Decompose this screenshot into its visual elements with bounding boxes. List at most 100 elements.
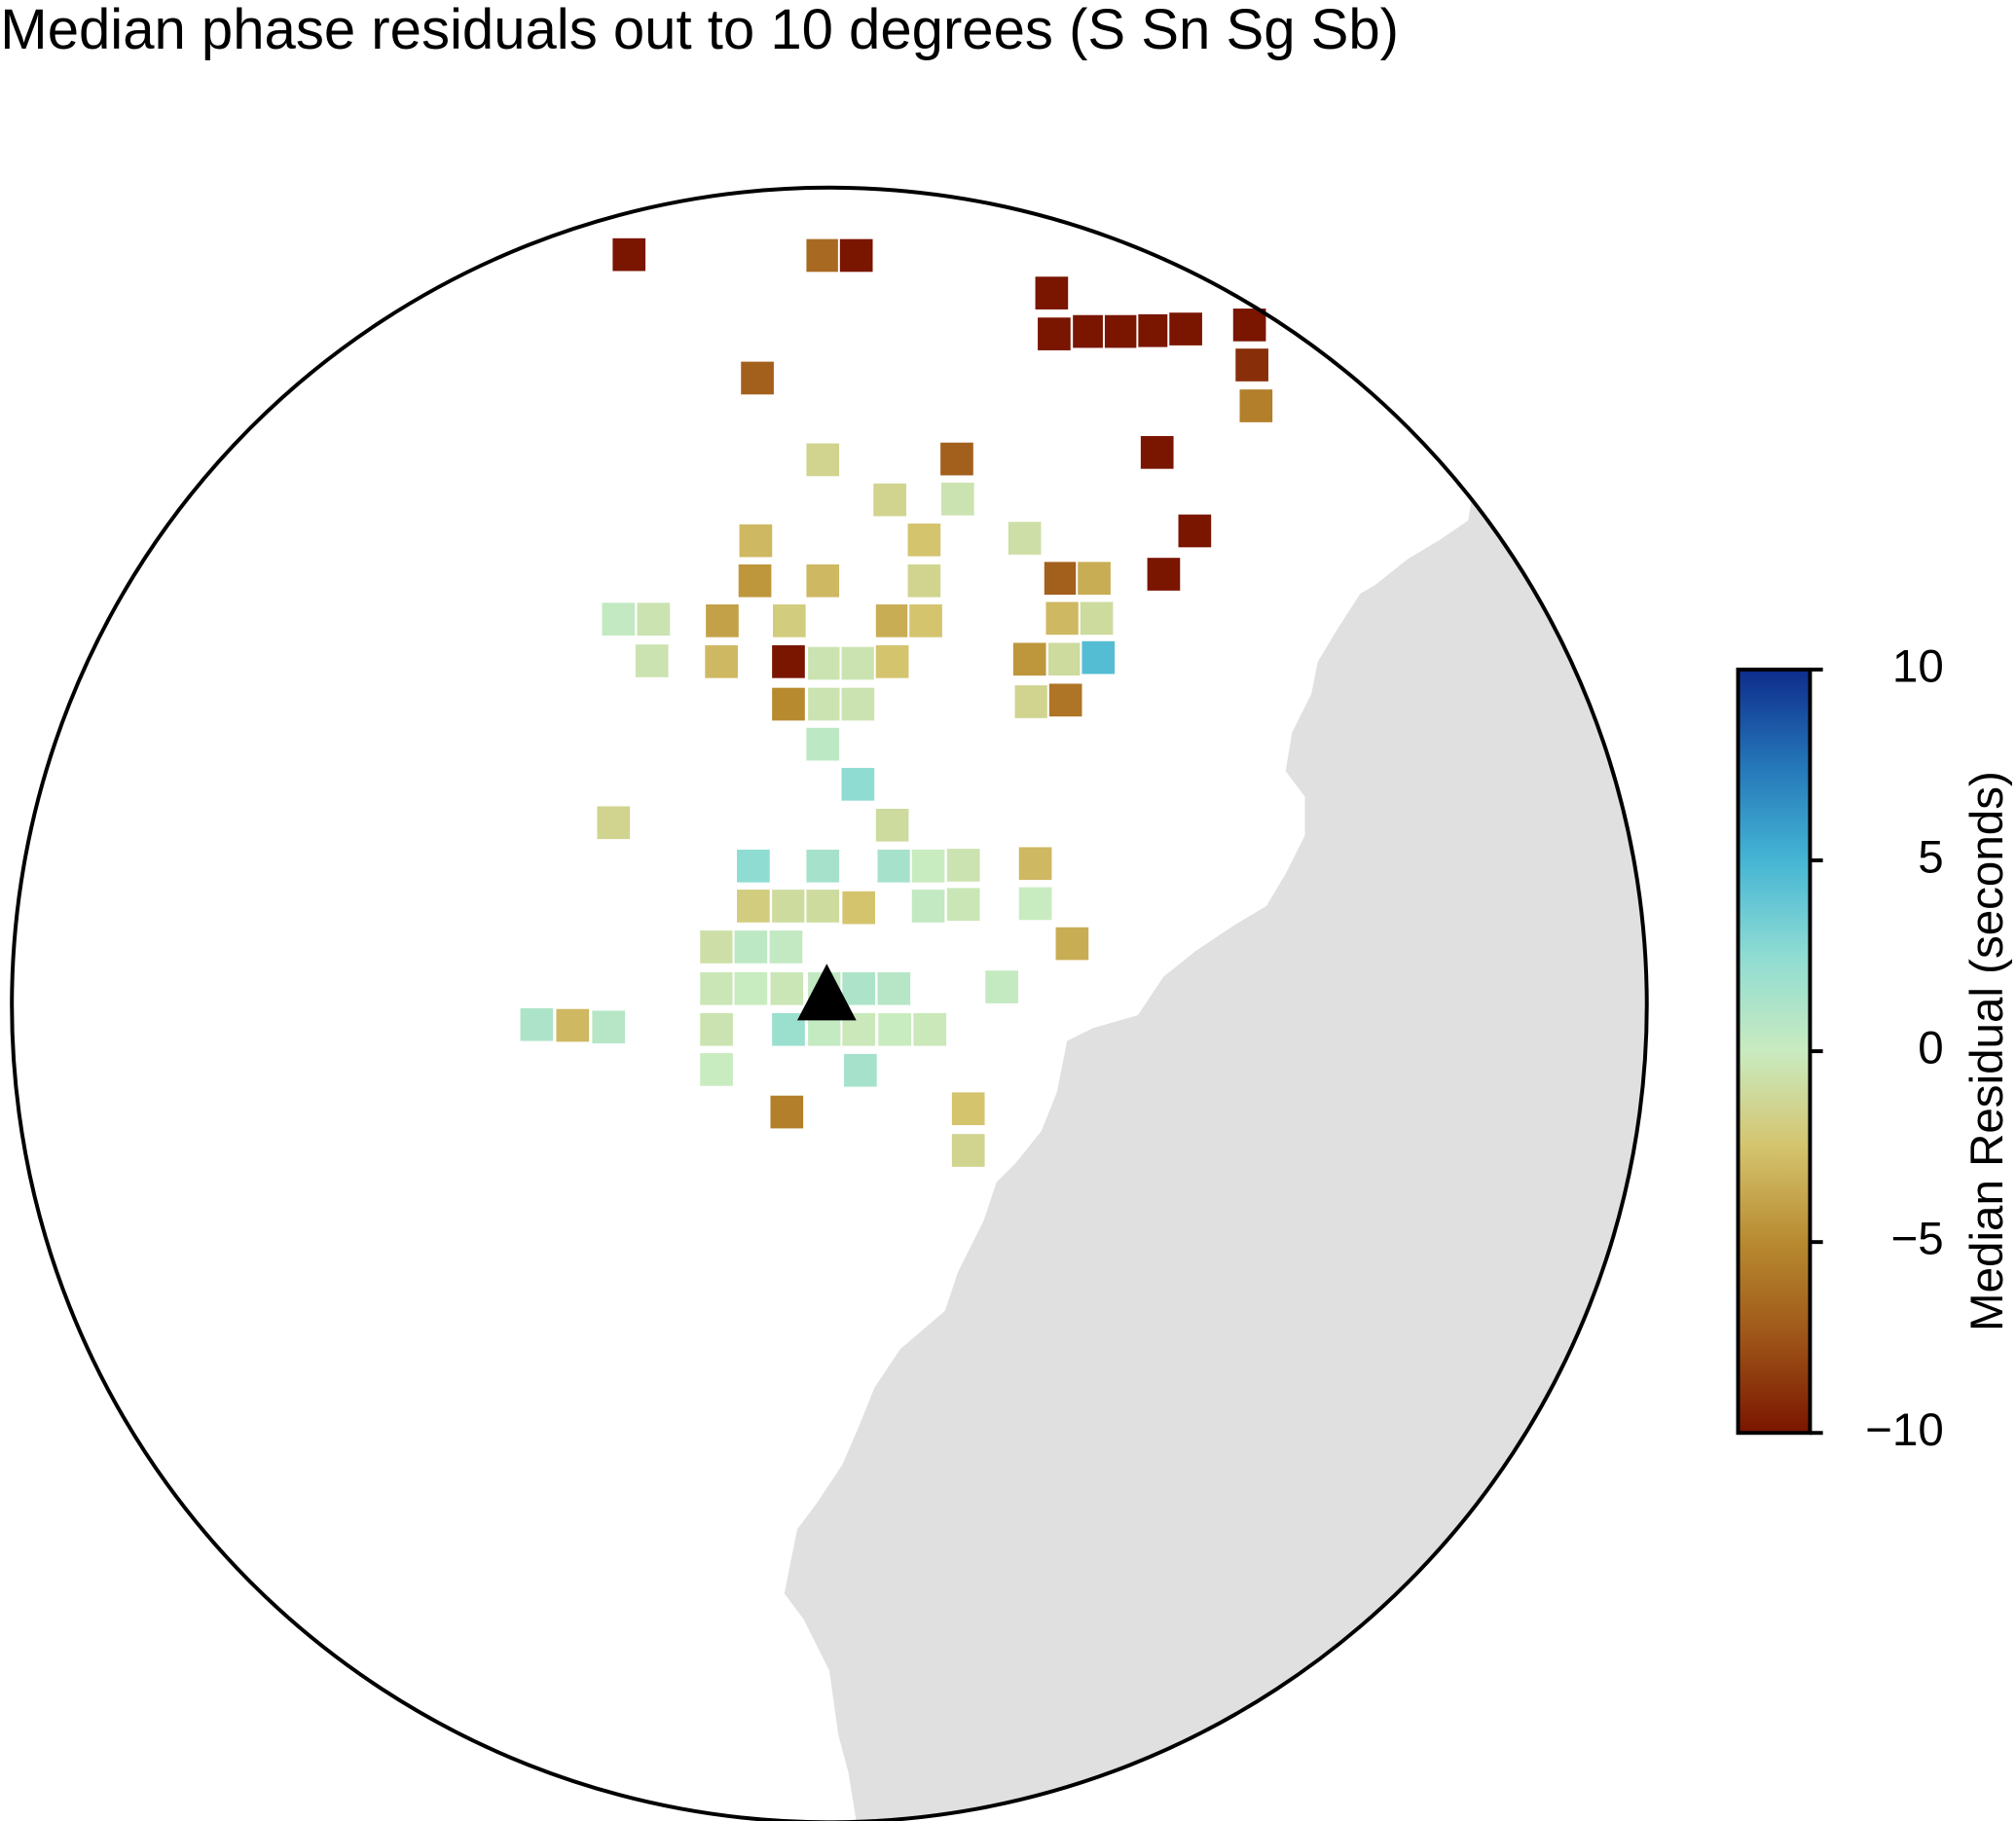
- residual-cell: [840, 969, 878, 1007]
- residual-cell: [518, 1005, 556, 1043]
- residual-cell: [1046, 640, 1083, 678]
- land-layer: [784, 385, 1647, 1821]
- residual-cell: [804, 562, 842, 600]
- residual-cell: [983, 968, 1020, 1005]
- residual-cell: [1136, 311, 1174, 349]
- residual-cell: [736, 562, 774, 600]
- residual-cell: [1145, 556, 1183, 593]
- residual-cell: [732, 969, 770, 1007]
- colorbar-tick-label: −5: [1891, 1214, 1944, 1265]
- residual-cell: [768, 1093, 806, 1131]
- residual-cell: [806, 644, 843, 682]
- residual-cell: [770, 888, 807, 925]
- residual-cell: [873, 806, 911, 844]
- residual-cell: [698, 929, 735, 965]
- residual-cell: [873, 643, 911, 680]
- residual-cell: [1080, 638, 1118, 676]
- residual-cell: [633, 642, 671, 679]
- residual-cell: [595, 804, 633, 842]
- residual-cell: [1176, 512, 1214, 550]
- residual-cell: [698, 1010, 735, 1048]
- residual-cell: [949, 1090, 987, 1128]
- residual-cell: [698, 1051, 735, 1088]
- residual-cell: [770, 685, 807, 723]
- residual-cell: [839, 765, 877, 803]
- residual-cell: [804, 888, 842, 925]
- residual-cell: [600, 601, 638, 637]
- residual-cell: [771, 602, 808, 639]
- residual-cell: [1006, 520, 1044, 557]
- residual-cell: [837, 237, 875, 274]
- residual-cell: [1053, 925, 1091, 963]
- residual-cell: [1012, 683, 1050, 720]
- residual-cell: [905, 562, 943, 600]
- residual-cell: [1042, 560, 1080, 598]
- residual-cell: [804, 847, 842, 885]
- residual-cell: [554, 1006, 592, 1044]
- residual-cell: [876, 1010, 913, 1048]
- residual-cell: [907, 602, 944, 639]
- station-marker: [796, 964, 857, 1021]
- residual-cell: [938, 480, 976, 518]
- residual-cell: [842, 1051, 879, 1089]
- residual-cell: [1033, 274, 1071, 311]
- colorbar-ticks: −10 −5 0 5 10: [1810, 640, 1944, 1456]
- residual-cell: [1102, 312, 1140, 350]
- residual-cell: [703, 643, 740, 680]
- residual-cell: [875, 969, 913, 1007]
- residual-cell: [873, 602, 911, 639]
- chart-title: Median phase residuals out to 10 degrees…: [0, 0, 1399, 61]
- residual-cell: [1138, 434, 1176, 471]
- residual-cell: [704, 602, 741, 639]
- residual-cell: [698, 969, 735, 1007]
- residual-cell: [839, 644, 877, 682]
- residual-cell: [871, 481, 908, 519]
- residual-cell: [735, 847, 772, 885]
- land: [784, 385, 1647, 1821]
- colorbar-tick-label: −10: [1865, 1404, 1944, 1456]
- residual-cell: [905, 521, 943, 559]
- residual-cell: [949, 1132, 987, 1169]
- residual-cell: [839, 685, 877, 723]
- residual-cell: [938, 440, 975, 478]
- residual-cell: [944, 886, 982, 924]
- map-frame: [10, 186, 1649, 1821]
- residual-cell: [806, 685, 843, 723]
- residual-cell: [1044, 600, 1081, 637]
- colorbar-tick-label: 0: [1918, 1023, 1943, 1074]
- residual-cell: [1076, 560, 1113, 598]
- residual-cell: [590, 1008, 628, 1046]
- residual-cell: [770, 643, 807, 680]
- residual-cell: [1230, 307, 1268, 344]
- colorbar: [1736, 667, 1813, 1436]
- residual-cell: [1016, 885, 1054, 923]
- residual-cell: [944, 847, 982, 884]
- residual-cell: [804, 725, 842, 763]
- residual-cell: [1233, 346, 1270, 383]
- residual-cell: [635, 601, 673, 637]
- residual-cell: [1237, 387, 1275, 424]
- colorbar-label: Median Residual (seconds): [1961, 771, 2013, 1331]
- residual-cell: [1071, 312, 1108, 350]
- residual-cell: [732, 929, 770, 965]
- residual-cell: [1036, 315, 1073, 352]
- residual-cell: [1010, 640, 1048, 678]
- residual-cell: [1016, 845, 1054, 883]
- residual-cell: [804, 441, 842, 479]
- residual-cell: [804, 237, 842, 274]
- residual-cell: [1078, 600, 1116, 637]
- residual-cell: [1046, 681, 1084, 719]
- residual-cell: [767, 929, 805, 965]
- residual-cell: [610, 236, 648, 273]
- residual-cell: [735, 888, 772, 925]
- residual-cell: [737, 522, 775, 560]
- residual-cell: [739, 359, 776, 397]
- residual-cell: [1167, 310, 1204, 347]
- colorbar-tick-label: 5: [1918, 832, 1943, 884]
- residual-cell: [911, 1010, 949, 1048]
- residual-cell: [909, 888, 947, 925]
- residual-cell: [909, 847, 947, 885]
- residual-cell: [768, 969, 806, 1007]
